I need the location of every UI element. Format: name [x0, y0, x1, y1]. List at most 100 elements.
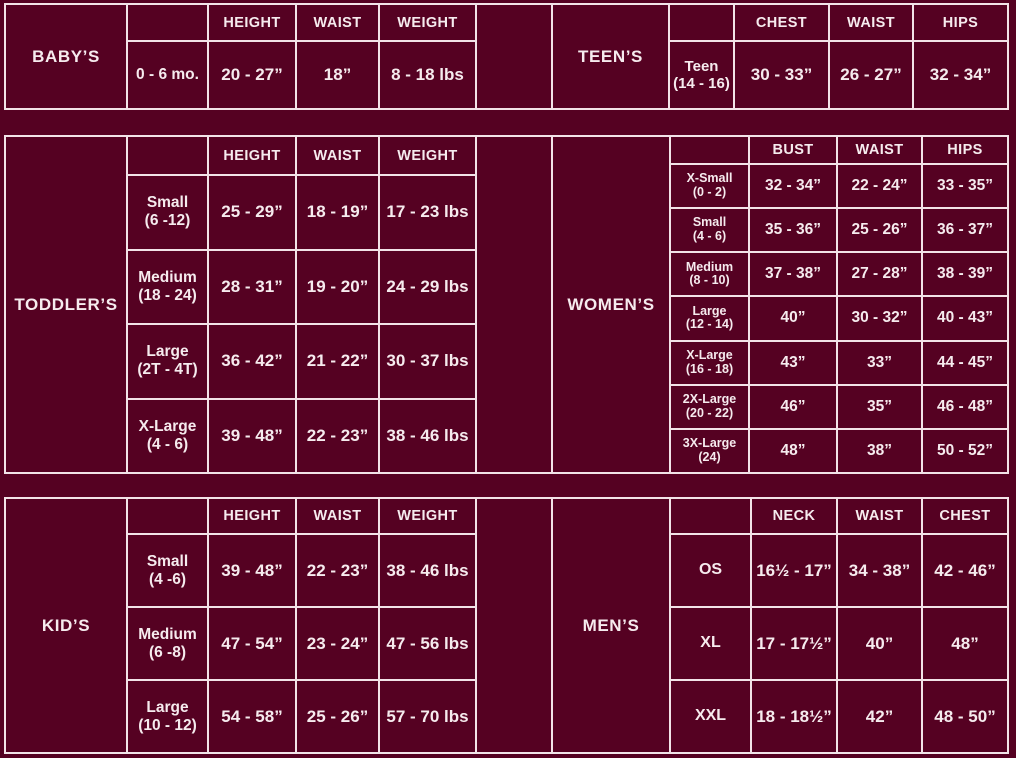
womens-table: WOMEN’S BUST WAIST HIPS X-Small (0 - 2) …: [551, 135, 1009, 475]
table-row: 3X-Large (24) 48” 38” 50 - 52”: [552, 427, 1009, 475]
size-range: (16 - 18): [685, 361, 734, 376]
empty-header-cell: [669, 497, 752, 535]
band-toddler-women: TODDLER’S HEIGHT WAIST WEIGHT Small (6 -…: [4, 135, 1009, 475]
value-cell: 18”: [295, 40, 380, 110]
kids-table: KID’S HEIGHT WAIST WEIGHT Small (4 -6) 3…: [4, 497, 477, 754]
value-cell: 37 - 38”: [748, 251, 838, 298]
column-header: BUST: [748, 135, 838, 165]
section-label-womens: WOMEN’S: [551, 135, 671, 474]
size-cell: Large (10 - 12): [126, 679, 209, 754]
value-cell: 22 - 23”: [295, 533, 380, 608]
value-cell: 32 - 34”: [748, 162, 838, 210]
value-cell: 24 - 29 lbs: [378, 248, 477, 325]
size-range: (20 - 22): [685, 405, 734, 420]
size-name: Medium: [138, 268, 197, 286]
size-cell: 2X-Large (20 - 22): [669, 383, 750, 430]
table-row: Medium (18 - 24) 28 - 31” 19 - 20” 24 - …: [5, 248, 477, 325]
value-cell: 21 - 22”: [295, 323, 380, 400]
value-cell: 42 - 46”: [921, 533, 1009, 608]
size-name: X-Small: [686, 171, 733, 186]
size-name: Large: [692, 303, 727, 318]
value-cell: 50 - 52”: [921, 427, 1009, 475]
teens-table: TEEN’S CHEST WAIST HIPS Teen (14 - 16) 3…: [551, 3, 1009, 110]
size-cell: XXL: [669, 679, 752, 754]
value-cell: 17 - 17½”: [750, 606, 838, 681]
size-cell: 3X-Large (24): [669, 427, 750, 475]
empty-header-cell: [126, 497, 209, 535]
size-cell: Medium (18 - 24): [126, 248, 209, 325]
table-row: Medium (6 -8) 47 - 54” 23 - 24” 47 - 56 …: [5, 606, 477, 681]
size-name: Small: [146, 194, 189, 212]
size-cell: Medium (8 - 10): [669, 251, 750, 298]
size-name: Small: [692, 215, 727, 230]
value-cell: 27 - 28”: [836, 251, 923, 298]
size-name: Medium: [138, 625, 197, 643]
value-cell: 35”: [836, 383, 923, 430]
value-cell: 22 - 23”: [295, 397, 380, 474]
empty-header-cell: [126, 3, 209, 42]
value-cell: 47 - 54”: [207, 606, 297, 681]
value-cell: 34 - 38”: [836, 533, 923, 608]
value-cell: 36 - 42”: [207, 323, 297, 400]
size-range: (6 -12): [144, 212, 191, 230]
value-cell: 38”: [836, 427, 923, 475]
mens-header-row: MEN’S NECK WAIST CHEST: [551, 497, 1009, 754]
size-range: (0 - 2): [692, 185, 727, 200]
empty-header-cell: [668, 3, 735, 42]
value-cell: 57 - 70 lbs: [378, 679, 477, 754]
table-row: 0 - 6 mo. 20 - 27” 18” 8 - 18 lbs: [5, 40, 477, 110]
value-cell: 38 - 46 lbs: [378, 533, 477, 608]
value-cell: 22 - 24”: [836, 162, 923, 210]
column-header: HIPS: [921, 135, 1009, 165]
size-name: Small: [146, 552, 189, 570]
toddlers-table: TODDLER’S HEIGHT WAIST WEIGHT Small (6 -…: [4, 135, 477, 474]
value-cell: 43”: [748, 339, 838, 386]
value-cell: 47 - 56 lbs: [378, 606, 477, 681]
column-header: HEIGHT: [207, 135, 297, 176]
size-range: (24): [698, 449, 721, 464]
size-range: (4 - 6): [692, 229, 727, 244]
size-name: Medium: [685, 259, 734, 274]
table-row: XXL 18 - 18½” 42” 48 - 50”: [552, 679, 1009, 754]
column-header: WEIGHT: [378, 3, 477, 42]
table-row: Large (10 - 12) 54 - 58” 25 - 26” 57 - 7…: [5, 679, 477, 754]
column-header: HEIGHT: [207, 497, 297, 535]
value-cell: 48 - 50”: [921, 679, 1009, 754]
table-row: XL 17 - 17½” 40” 48”: [552, 606, 1009, 681]
size-range: (10 - 12): [138, 716, 197, 734]
column-header: WAIST: [295, 3, 380, 42]
value-cell: 32 - 34”: [912, 40, 1009, 110]
table-row: OS 16½ - 17” 34 - 38” 42 - 46”: [552, 533, 1009, 608]
band-baby-teen: BABY’S HEIGHT WAIST WEIGHT 0 - 6 mo. 20 …: [4, 3, 1009, 110]
womens-header-row: WOMEN’S BUST WAIST HIPS: [551, 135, 1009, 474]
value-cell: 25 - 26”: [295, 679, 380, 754]
value-cell: 38 - 46 lbs: [378, 397, 477, 474]
size-cell: X-Small (0 - 2): [669, 162, 750, 210]
size-cell: X-Large (4 - 6): [126, 397, 209, 474]
table-gap-spacer: [477, 3, 551, 110]
size-name: X-Large: [686, 347, 733, 362]
toddlers-header-row: TODDLER’S HEIGHT WAIST WEIGHT: [4, 135, 477, 474]
kids-header-row: KID’S HEIGHT WAIST WEIGHT: [4, 497, 477, 754]
table-row: Medium (8 - 10) 37 - 38” 27 - 28” 38 - 3…: [552, 251, 1009, 298]
table-row: Large (12 - 14) 40” 30 - 32” 40 - 43”: [552, 295, 1009, 342]
section-label-teens: TEEN’S: [551, 3, 670, 110]
value-cell: 40”: [836, 606, 923, 681]
size-range: (8 - 10): [689, 273, 730, 288]
value-cell: 17 - 23 lbs: [378, 174, 477, 251]
size-range: (6 -8): [148, 643, 187, 661]
column-header: WAIST: [295, 497, 380, 535]
size-cell: X-Large (16 - 18): [669, 339, 750, 386]
size-name: X-Large: [138, 417, 197, 435]
size-name: Teen: [684, 57, 719, 75]
section-label-babys: BABY’S: [4, 3, 128, 110]
value-cell: 33”: [836, 339, 923, 386]
size-cell: OS: [669, 533, 752, 608]
section-label-toddlers: TODDLER’S: [4, 135, 128, 474]
size-range: (18 - 24): [138, 286, 197, 304]
column-header: CHEST: [733, 3, 830, 42]
size-name: Large: [146, 343, 189, 361]
column-header: WEIGHT: [378, 497, 477, 535]
column-header: HEIGHT: [207, 3, 297, 42]
